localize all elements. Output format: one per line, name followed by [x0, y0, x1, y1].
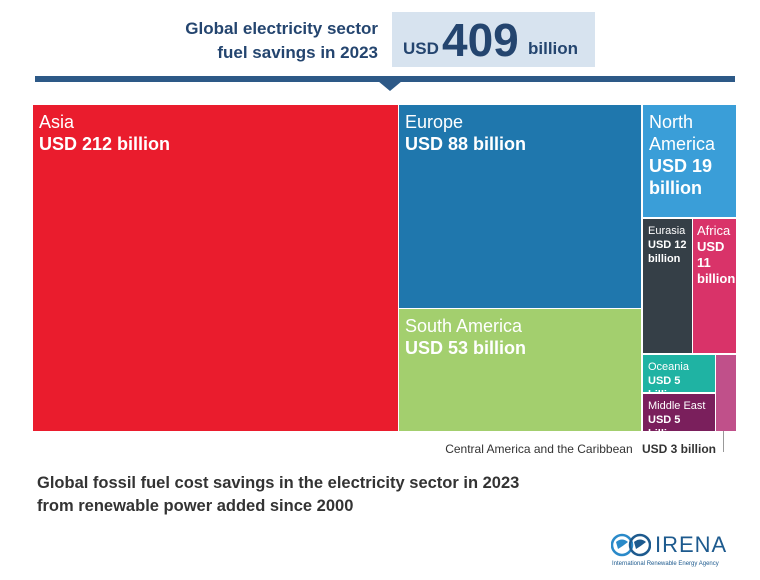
tile-value-europe: USD 88 billion [405, 134, 527, 154]
irena-wordmark: IRENA [655, 532, 728, 557]
total-unit: billion [528, 39, 579, 58]
treemap-tile-asia: Asia USD 212 billion [33, 105, 398, 431]
treemap-tile-eurasia: Eurasia USD 12 billion [643, 219, 692, 353]
central-america-label: Central America and the Caribbean USD 3 … [445, 442, 716, 456]
treemap-tile-middle-east: Middle East USD 5 billion [643, 394, 715, 431]
irena-globe-icon [611, 533, 651, 557]
total-value: 409 [442, 14, 519, 66]
tile-value-eurasia: USD 12 billion [648, 239, 687, 265]
header-label-line2: fuel savings in 2023 [217, 43, 378, 62]
tile-name-south-america: South America [405, 316, 523, 336]
chart-caption: Global fossil fuel cost savings in the e… [37, 472, 519, 518]
total-currency: USD [403, 39, 439, 58]
total-savings-box: USD 409 billion [392, 12, 595, 67]
tile-name-africa: Africa [697, 223, 731, 238]
header-rule [35, 76, 735, 82]
tile-name-eurasia: Eurasia [648, 225, 686, 237]
tile-value-asia: USD 212 billion [39, 134, 171, 154]
irena-subtitle: International Renewable Energy Agency [612, 561, 719, 567]
treemap-tile-north-america: North America USD 19 billion [643, 105, 736, 217]
treemap-tile-south-america: South America USD 53 billion [399, 309, 641, 431]
tile-name-europe: Europe [405, 112, 464, 132]
treemap-tile-europe: Europe USD 88 billion [399, 105, 641, 308]
tile-name-asia: Asia [39, 112, 75, 132]
header-label: Global electricity sector fuel savings i… [185, 17, 378, 65]
tile-value-south-america: USD 53 billion [405, 338, 527, 358]
tile-name-oceania: Oceania [648, 361, 689, 373]
treemap-tile-central-america [716, 355, 736, 431]
caption-line1: Global fossil fuel cost savings in the e… [37, 474, 520, 492]
tile-value-middle-east: USD 5 billion [648, 414, 681, 431]
central-america-value: USD 3 billion [641, 442, 716, 456]
treemap-tile-africa: Africa USD 11 billion [693, 219, 736, 353]
tile-value-north-america: USD 19 billion [649, 156, 713, 198]
tile-name-middle-east: Middle East [648, 400, 706, 412]
header-pointer [378, 81, 402, 91]
tile-value-oceania: USD 5 billion [648, 375, 681, 392]
central-america-leader-line [723, 431, 724, 452]
treemap-tile-oceania: Oceania USD 5 billion [643, 355, 715, 392]
tile-value-africa: USD 11 billion [697, 239, 736, 286]
caption-line2: from renewable power added since 2000 [37, 497, 354, 515]
tile-name-north-america: North America [649, 112, 716, 154]
central-america-name: Central America and the Caribbean [445, 442, 633, 456]
header-label-line1: Global electricity sector [185, 19, 378, 38]
